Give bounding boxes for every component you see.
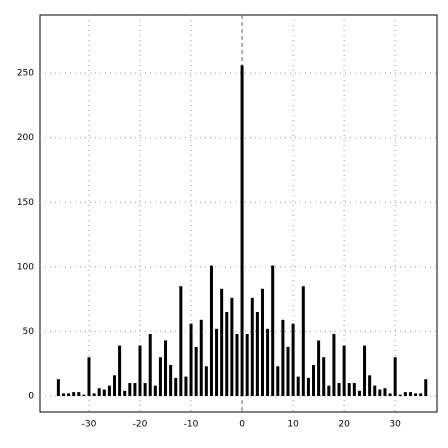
- bar: [266, 328, 270, 396]
- bar: [118, 345, 122, 396]
- bar: [424, 379, 428, 396]
- bar: [419, 393, 423, 396]
- y-tick-label: 50: [23, 327, 35, 337]
- bar: [133, 383, 137, 396]
- bar: [128, 383, 132, 396]
- x-tick-label: -30: [82, 420, 97, 430]
- bar: [230, 297, 234, 396]
- bar: [204, 366, 208, 396]
- bar: [138, 345, 142, 396]
- bar: [102, 389, 106, 396]
- bar: [113, 375, 117, 396]
- bar: [332, 333, 336, 396]
- bar: [107, 385, 111, 396]
- bar: [87, 357, 91, 396]
- bar: [153, 385, 157, 396]
- bar: [158, 357, 162, 396]
- bar: [67, 393, 71, 396]
- bar: [337, 383, 341, 396]
- y-tick-label: 150: [17, 198, 34, 208]
- bar: [56, 379, 60, 396]
- bar: [92, 393, 96, 396]
- bar: [408, 392, 412, 396]
- bar: [240, 65, 244, 396]
- bar: [143, 383, 147, 396]
- bar: [306, 377, 310, 396]
- plot-frame: [39, 14, 438, 413]
- bar: [403, 392, 407, 396]
- bar: [199, 319, 203, 396]
- bar: [255, 312, 259, 396]
- bar: [61, 393, 65, 396]
- bar: [322, 357, 326, 396]
- bar: [291, 323, 295, 396]
- y-tick-label: 200: [17, 133, 34, 143]
- x-tick-label: 30: [389, 420, 401, 430]
- bar: [260, 288, 264, 396]
- bar: [174, 377, 178, 396]
- bar: [123, 390, 127, 396]
- bar: [296, 376, 300, 396]
- bar: [77, 392, 81, 396]
- bar: [357, 390, 361, 396]
- bar: [276, 366, 280, 396]
- bar: [189, 323, 193, 396]
- bar: [286, 346, 290, 396]
- bar: [235, 333, 239, 396]
- bar: [352, 383, 356, 396]
- bar: [220, 288, 224, 396]
- bar: [281, 319, 285, 396]
- bar: [312, 364, 316, 396]
- bar: [97, 388, 101, 396]
- bar: [250, 297, 254, 396]
- bar: [317, 340, 321, 396]
- bar: [383, 388, 387, 396]
- y-tick-label: 250: [17, 69, 34, 79]
- x-tick-label: 10: [287, 420, 299, 430]
- bar: [414, 393, 418, 396]
- bar: [82, 394, 86, 396]
- bar: [373, 385, 377, 396]
- bar: [179, 286, 183, 396]
- bar: [72, 392, 76, 396]
- y-tick-label: 0: [28, 391, 34, 401]
- x-tick-label: -20: [133, 420, 148, 430]
- bar: [148, 333, 152, 396]
- y-tick-label: 100: [17, 262, 34, 272]
- bar: [209, 265, 213, 396]
- bar: [169, 364, 173, 396]
- x-tick-label: 20: [338, 420, 350, 430]
- bar: [215, 328, 219, 396]
- bar: [378, 389, 382, 396]
- bar: [164, 340, 168, 396]
- bar: [368, 375, 372, 396]
- bar: [347, 383, 351, 396]
- x-tick-label: -10: [184, 420, 199, 430]
- bar: [388, 393, 392, 396]
- bar: [225, 312, 229, 396]
- bar: [363, 345, 367, 396]
- x-tick-label: 0: [239, 420, 245, 430]
- bar: [342, 345, 346, 396]
- bar: [184, 376, 188, 396]
- bar: [398, 394, 402, 396]
- bar: [245, 333, 249, 396]
- bar: [393, 357, 397, 396]
- bar: [327, 385, 331, 396]
- bar: [194, 346, 198, 396]
- bar: [271, 265, 275, 396]
- bar: [301, 286, 305, 396]
